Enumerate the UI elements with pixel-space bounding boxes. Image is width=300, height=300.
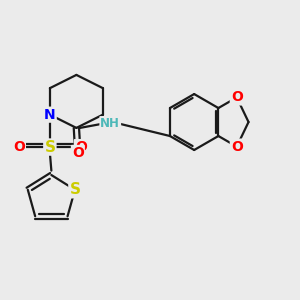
Text: O: O	[231, 90, 243, 104]
Text: NH: NH	[100, 117, 120, 130]
Text: O: O	[72, 146, 84, 160]
Text: O: O	[231, 140, 243, 154]
Text: S: S	[44, 140, 56, 154]
Text: O: O	[13, 140, 25, 154]
Text: N: N	[44, 108, 56, 122]
Text: O: O	[75, 140, 87, 154]
Text: S: S	[69, 182, 80, 197]
